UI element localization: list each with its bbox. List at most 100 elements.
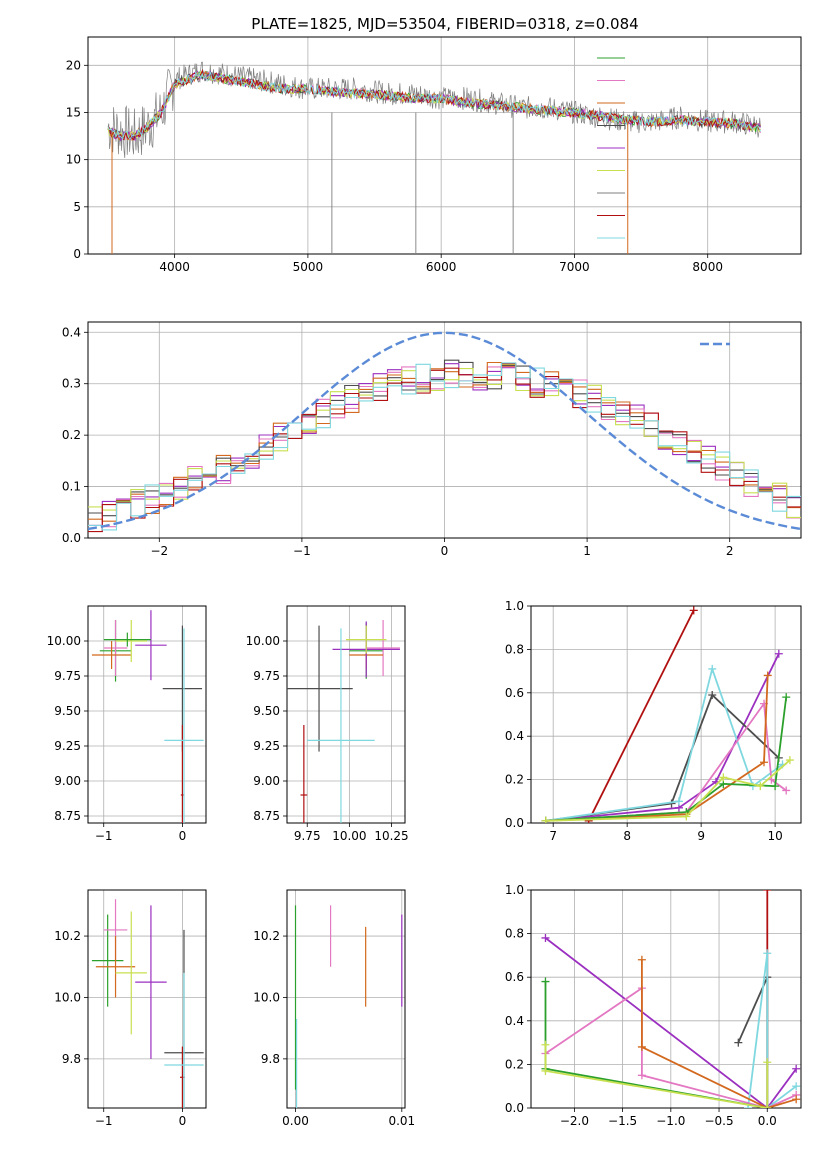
series-marker [541, 1066, 550, 1075]
x-tick-label: 0 [179, 1114, 187, 1128]
axes-spectrum: 4000 5000 6000 7000 8000 0 5 10 15 20 [66, 36, 802, 274]
y-tick-label: 0.4 [505, 729, 524, 743]
y-tick-label: 0.2 [505, 773, 524, 787]
y-tick-label: 9.8 [261, 1052, 280, 1066]
y-tick-label: 9.50 [54, 704, 81, 718]
gaussian-curve [88, 331, 801, 531]
series-marker [541, 977, 550, 986]
y-tick-label: 9.75 [253, 669, 280, 683]
plot-frame [87, 321, 802, 539]
x-tick-label: −1.0 [656, 1114, 685, 1128]
plot-area-mass_vs_EBV [294, 905, 403, 1108]
series-marker [782, 786, 791, 795]
series-marker [637, 955, 646, 964]
x-tick-label: 6000 [426, 260, 457, 274]
x-tick-label: 9 [697, 829, 705, 843]
y-tick-label: 0.2 [62, 428, 81, 442]
y-tick-label: 20 [66, 58, 81, 72]
plot-area-residuals [88, 331, 801, 533]
plot-frame [530, 605, 802, 824]
x-tick-label: 0.01 [388, 1114, 415, 1128]
x-tick-label: 8000 [692, 260, 723, 274]
x-tick-label: 0.0 [758, 1114, 777, 1128]
x-tick-label: 9.75 [294, 829, 321, 843]
model-spectrum-line [107, 70, 761, 142]
series-marker [541, 816, 550, 823]
series-line [545, 696, 788, 822]
series-marker [792, 1082, 801, 1091]
y-tick-label: 10.2 [54, 929, 81, 943]
plot-frame [286, 889, 406, 1109]
y-tick-label: 9.25 [253, 739, 280, 753]
y-tick-label: 10.0 [54, 990, 81, 1004]
series-marker [734, 1038, 743, 1047]
y-tick-label: 0.2 [505, 1057, 524, 1071]
series-marker [763, 1104, 772, 1108]
axes-mass_vs_Z: −1 0 9.8 10.0 10.2 [54, 889, 207, 1128]
series-marker [763, 671, 772, 680]
series-marker [792, 1064, 801, 1073]
plot-area-age_vs_mass [287, 620, 400, 823]
axes-massweight_vs_age: 7 8 9 10 0.0 0.2 0.4 0.6 0.8 1.0 [505, 599, 802, 843]
x-tick-label: −1.5 [608, 1114, 637, 1128]
x-tick-label: 7000 [559, 260, 590, 274]
y-tick-label: 5 [73, 200, 81, 214]
series-marker [760, 758, 769, 767]
plot-frame [530, 889, 802, 1109]
x-tick-label: 7 [549, 829, 557, 843]
series-marker [708, 664, 717, 673]
model-spectrum-line [108, 70, 761, 140]
x-tick-label: 8 [623, 829, 631, 843]
y-tick-label: 1.0 [505, 883, 524, 897]
x-tick-label: −1 [95, 829, 113, 843]
y-tick-label: 9.8 [62, 1052, 81, 1066]
plot-area-mass_vs_Z [91, 899, 204, 1108]
series-line [545, 665, 784, 822]
y-tick-label: 0.6 [505, 686, 524, 700]
model-spectrum-line [107, 71, 761, 140]
series-marker [674, 797, 683, 806]
axes-age_vs_Z: −1 0 8.75 9.00 9.25 9.50 9.75 10.00 [47, 605, 207, 843]
legend [597, 57, 625, 239]
plot-frame [87, 889, 207, 1109]
x-tick-label: −0.5 [704, 1114, 733, 1128]
x-tick-label: 10.25 [374, 829, 408, 843]
y-tick-label: 1.0 [505, 599, 524, 613]
series-marker [785, 756, 794, 765]
plot-area-spectrum [107, 61, 761, 254]
plot-frame [87, 36, 802, 255]
y-tick-label: 9.50 [253, 704, 280, 718]
series-marker [682, 812, 691, 821]
series-marker [763, 890, 772, 894]
series-marker [708, 690, 717, 699]
x-tick-label: 10.00 [332, 829, 366, 843]
series-line [545, 675, 769, 822]
y-tick-label: 10 [66, 153, 81, 167]
model-spectrum-line [107, 68, 761, 141]
y-tick-label: 0.4 [62, 325, 81, 339]
y-tick-label: 0.8 [505, 642, 524, 656]
axes-mass_vs_EBV: 0.00 0.01 9.8 10.0 10.2 [253, 889, 415, 1128]
series-marker [774, 649, 783, 658]
series-marker [763, 1058, 772, 1067]
y-tick-label: 0.4 [505, 1014, 524, 1028]
y-tick-label: 9.00 [54, 774, 81, 788]
series-marker [763, 949, 772, 958]
model-spectrum-line [107, 70, 761, 141]
series-marker [689, 606, 698, 615]
plot-frame [286, 605, 406, 824]
series-marker [637, 1042, 646, 1051]
y-tick-label: 0.1 [62, 480, 81, 494]
plot-area-massweight_vs_age [541, 606, 794, 823]
x-tick-label: 0 [179, 829, 187, 843]
x-tick-label: −1 [95, 1114, 113, 1128]
y-tick-label: 8.75 [54, 809, 81, 823]
y-tick-label: 0.3 [62, 377, 81, 391]
x-tick-label: 4000 [159, 260, 190, 274]
series-marker [719, 773, 728, 782]
model-spectrum-line [107, 70, 761, 142]
figure-title: PLATE=1825, MJD=53504, FIBERID=0318, z=0… [251, 15, 638, 33]
x-tick-label: 0 [441, 544, 449, 558]
y-tick-label: 9.75 [54, 669, 81, 683]
series-marker [541, 933, 550, 942]
